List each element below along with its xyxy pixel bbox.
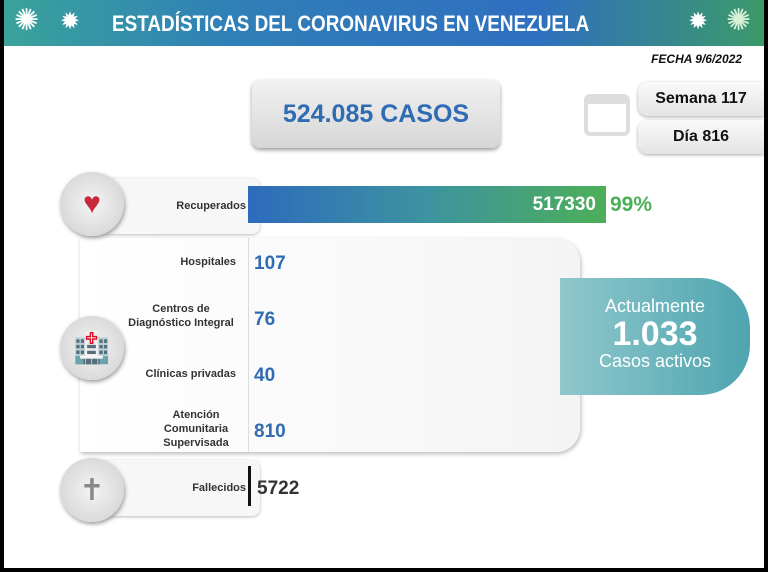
care-value: 107 bbox=[254, 253, 286, 274]
care-value: 40 bbox=[254, 365, 276, 386]
care-panel bbox=[80, 238, 580, 452]
care-value: 810 bbox=[254, 421, 286, 442]
active-cases: Actualmente 1.033 Casos activos bbox=[560, 278, 750, 395]
care-label: Atención Comunitaria Supervisada bbox=[163, 409, 229, 449]
active-value: 1.033 bbox=[612, 315, 698, 353]
week-badge: Semana 117 bbox=[638, 82, 764, 116]
report-date: FECHA 9/6/2022 bbox=[651, 52, 742, 66]
care-label: Hospitales bbox=[180, 256, 236, 268]
page-title: ESTADÍSTICAS DEL CORONAVIRUS EN VENEZUEL… bbox=[112, 11, 590, 36]
infographic: ✺ ✹ ESTADÍSTICAS DEL CORONAVIRUS EN VENE… bbox=[4, 0, 764, 568]
deaths-value: 5722 bbox=[257, 478, 300, 499]
divider bbox=[248, 238, 249, 452]
virus-icon: ✹ bbox=[688, 8, 709, 35]
deaths-label: Fallecidos bbox=[104, 460, 260, 516]
tombstone-icon: ✝ bbox=[60, 458, 124, 522]
recovered-label: Recuperados bbox=[104, 178, 260, 234]
recovered-bar: 517330 bbox=[248, 186, 606, 223]
recovered-percent: 99% bbox=[610, 193, 653, 216]
virus-icon: ✺ bbox=[726, 4, 752, 37]
deaths-bar bbox=[248, 466, 251, 506]
active-label: Actualmente bbox=[604, 296, 706, 316]
care-value: 76 bbox=[254, 309, 276, 330]
day-badge: Día 816 bbox=[638, 120, 764, 154]
care-label: Clínicas privadas bbox=[145, 368, 237, 380]
active-sublabel: Casos activos bbox=[598, 351, 712, 371]
virus-icon: ✺ bbox=[14, 4, 40, 37]
care-label: Centros de Diagnóstico Integral bbox=[128, 303, 234, 329]
total-cases: 524.085 CASOS bbox=[252, 80, 500, 148]
calendar-icon bbox=[584, 94, 630, 136]
heart-pulse-icon: ♥ bbox=[60, 172, 124, 236]
virus-icon: ✹ bbox=[60, 8, 81, 35]
hospital-icon: 🏥 bbox=[60, 316, 124, 380]
header-banner: ✺ ✹ ESTADÍSTICAS DEL CORONAVIRUS EN VENE… bbox=[4, 0, 764, 46]
